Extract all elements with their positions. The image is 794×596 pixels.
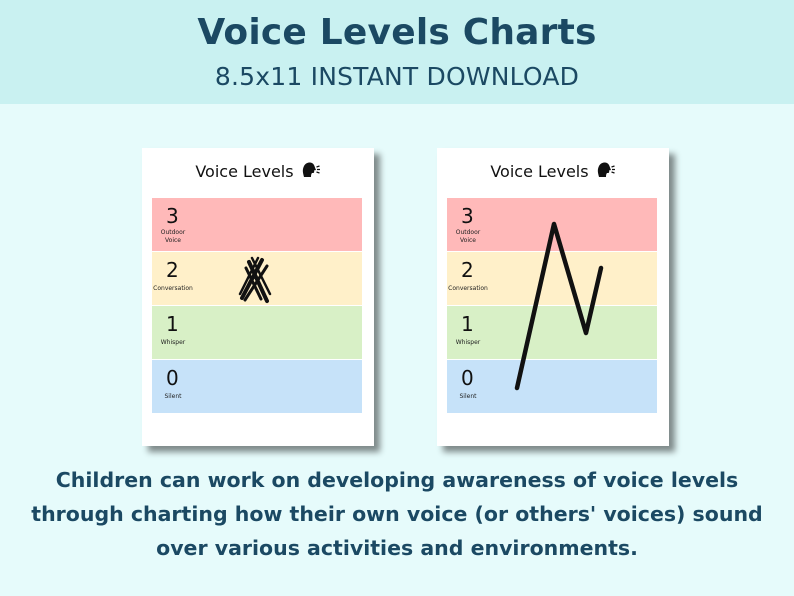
level-2-band: 2 Conversation xyxy=(447,252,657,305)
level-3-band: 3 Outdoor Voice xyxy=(447,198,657,251)
level-0-band: 0 Silent xyxy=(152,360,362,413)
level-number: 3 xyxy=(461,204,474,228)
speaking-head-icon xyxy=(301,161,321,183)
level-0-band: 0 Silent xyxy=(447,360,657,413)
level-number: 2 xyxy=(166,258,179,282)
level-label: Whisper xyxy=(160,339,186,346)
card-title: Voice Levels xyxy=(437,161,669,183)
level-3-band: 3 Outdoor Voice xyxy=(152,198,362,251)
level-label: Outdoor Voice xyxy=(160,229,186,244)
level-number: 1 xyxy=(461,312,474,336)
header-band: Voice Levels Charts 8.5x11 INSTANT DOWNL… xyxy=(0,0,794,104)
level-1-band: 1 Whisper xyxy=(447,306,657,359)
voice-levels-chart-card-x: Voice Levels 3 Outdoor Voice 2 Conversat… xyxy=(142,148,374,446)
level-label: Outdoor Voice xyxy=(455,229,481,244)
level-label: Whisper xyxy=(455,339,481,346)
card-title-text: Voice Levels xyxy=(195,162,294,181)
level-label: Silent xyxy=(164,393,182,400)
level-label: Conversation xyxy=(153,285,193,292)
level-number: 3 xyxy=(166,204,179,228)
level-number: 0 xyxy=(461,366,474,390)
voice-levels-chart-card-line: Voice Levels 3 Outdoor Voice 2 Conversat… xyxy=(437,148,669,446)
speaking-head-icon xyxy=(596,161,616,183)
card-title-text: Voice Levels xyxy=(490,162,589,181)
description-caption: Children can work on developing awarenes… xyxy=(31,468,763,560)
page-title: Voice Levels Charts xyxy=(197,12,597,53)
card-title: Voice Levels xyxy=(142,161,374,183)
level-2-band: 2 Conversation xyxy=(152,252,362,305)
level-number: 0 xyxy=(166,366,179,390)
level-number: 2 xyxy=(461,258,474,282)
level-1-band: 1 Whisper xyxy=(152,306,362,359)
page-subtitle: 8.5x11 INSTANT DOWNLOAD xyxy=(214,62,580,91)
level-label: Conversation xyxy=(448,285,488,292)
level-number: 1 xyxy=(166,312,179,336)
level-label: Silent xyxy=(459,393,477,400)
